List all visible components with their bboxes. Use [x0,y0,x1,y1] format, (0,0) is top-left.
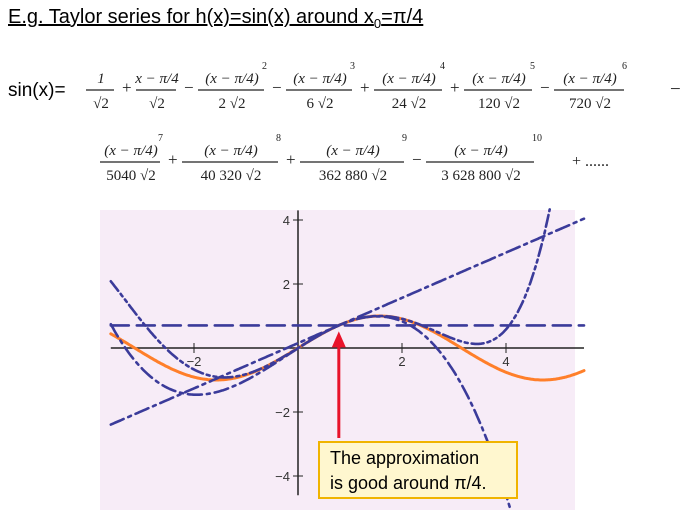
term-sign: − [412,150,422,169]
formula-row1-trailing: − [670,79,681,100]
term-denominator: 5040 √2 [106,168,155,184]
term-exponent: 7 [158,133,163,144]
taylor-formula: 1√2+ x − π/4√2− (x − π/4)22 √2− (x − π/4)36… [86,61,681,184]
term-sign: − [272,78,282,97]
y-tick-label: −4 [275,469,290,484]
term-sign: + [360,78,370,97]
term-numerator: (x − π/4) [454,143,507,159]
term-sign: + [286,150,296,169]
heading-suffix: =π/4 [381,6,424,28]
heading-subscript: 0 [373,16,382,31]
taylor-order-1-curve [109,217,586,426]
term-denominator: 720 √2 [569,96,611,112]
callout-line-1: The approximation [330,448,480,468]
y-tick-label: −2 [275,405,290,420]
callout-arrow [331,331,346,438]
term-exponent: 9 [402,133,407,144]
y-tick-label: 4 [283,213,290,228]
term-numerator: (x − π/4) [204,143,257,159]
term-sign: − [184,78,194,97]
term-sign: + [122,78,132,97]
y-tick-label: 2 [283,277,290,292]
term-exponent: 5 [530,61,535,72]
term-numerator: (x − π/4) [563,71,616,87]
callout-line-2: is good around π/4. [330,473,487,493]
term-exponent: 8 [276,133,281,144]
slide-heading: E.g. Taylor series for h(x)=sin(x) aroun… [8,6,423,31]
formula-lhs: sin(x)= [8,80,66,101]
x-tick-label: −2 [187,354,202,369]
term-denominator: √2 [149,96,165,112]
term-numerator: 1 [97,71,105,87]
term-denominator: 24 √2 [392,96,426,112]
term-numerator: (x − π/4) [326,143,379,159]
plot-axes [110,210,584,496]
term-denominator: 40 320 √2 [201,168,262,184]
term-exponent: 4 [440,61,445,72]
term-denominator: 120 √2 [478,96,520,112]
formula-row-1: 1√2+ x − π/4√2− (x − π/4)22 √2− (x − π/4)36… [86,61,627,112]
term-numerator: (x − π/4) [472,71,525,87]
term-numerator: (x − π/4) [382,71,435,87]
term-denominator: 3 628 800 √2 [441,168,520,184]
x-tick-label: 4 [502,354,509,369]
taylor-order-5-curve [109,208,551,379]
term-exponent: 10 [532,133,542,144]
term-denominator: 2 √2 [219,96,246,112]
term-sign: − [540,78,550,97]
formula-row2-trailing: + ...... [572,153,609,170]
term-denominator: √2 [93,96,109,112]
arrow-head [331,331,346,348]
term-numerator: (x − π/4) [104,143,157,159]
heading-prefix: E.g. Taylor series for h(x)=sin(x) aroun… [8,6,374,28]
term-sign: + [450,78,460,97]
term-numerator: x − π/4 [134,71,179,87]
term-denominator: 362 880 √2 [319,168,387,184]
x-tick-label: 2 [398,354,405,369]
term-numerator: (x − π/4) [293,71,346,87]
plot-curves [109,208,586,512]
term-exponent: 2 [262,61,267,72]
term-denominator: 6 √2 [307,96,334,112]
term-numerator: (x − π/4) [205,71,258,87]
term-sign: + [168,150,178,169]
term-exponent: 3 [350,61,355,72]
term-exponent: 6 [622,61,627,72]
callout-box: The approximation is good around π/4. [318,441,518,499]
plot-ticks: −2 2 4 −4 −2 2 4 [187,213,510,484]
